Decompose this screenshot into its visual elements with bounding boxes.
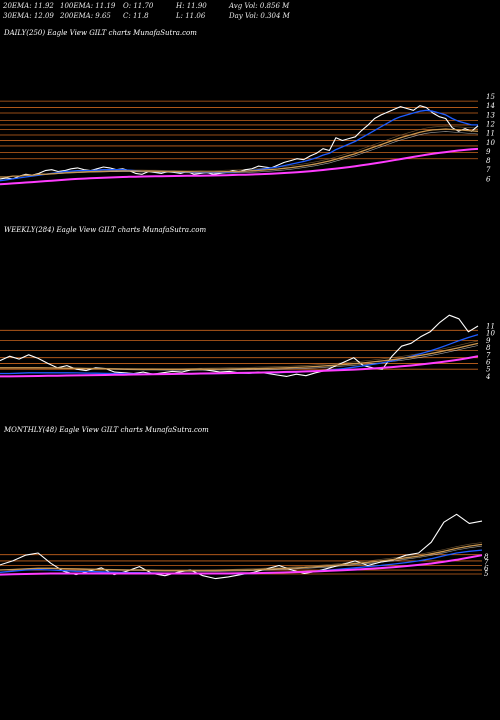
daily-y-tick: 6 [486,175,491,183]
stat-day-vol: Day Vol: 0.304 M [229,12,290,20]
daily-y-tick: 14 [486,102,495,110]
weekly-y-tick: 6 [486,359,491,367]
weekly-y-tick: 8 [486,344,491,352]
daily-y-tick: 13 [486,111,495,119]
monthly-series-line [0,543,483,572]
monthly-panel-title: MONTHLY(48) Eagle View GILT charts Munaf… [4,426,209,434]
daily-y-tick: 7 [486,166,491,174]
daily-y-tick: 11 [486,130,495,138]
daily-series-line [0,105,479,180]
daily-y-tick: 9 [486,148,491,156]
monthly-y-tick: 5 [484,570,489,578]
stats-row-1: 20EMA: 11.92 100EMA: 11.19 O: 11.70 H: 1… [3,2,497,12]
daily-ma-line [0,125,479,178]
weekly-y-tick: 7 [486,351,491,359]
daily-ma-line [0,131,479,178]
monthly-ma-line [0,545,483,572]
daily-panel-title: DAILY(250) Eagle View GILT charts Munafa… [4,29,197,37]
weekly-y-tick: 4 [485,373,490,381]
stat-low: L: 11.06 [176,12,206,20]
monthly-series-line [0,554,483,576]
weekly-y-tick: 10 [486,330,495,338]
stat-200ema: 200EMA: 9.65 [60,12,111,20]
daily-y-tick: 15 [486,93,495,101]
weekly-series-line [0,342,479,371]
weekly-y-tick: 11 [486,323,495,331]
weekly-series-line [0,355,479,378]
daily-y-tick: 10 [486,139,495,147]
weekly-y-tick: 9 [486,337,491,345]
monthly-y-tick: 8 [484,553,489,561]
weekly-y-tick: 5 [486,366,491,374]
stat-20ema: 20EMA: 11.92 [3,2,54,10]
stats-row-2: 30EMA: 12.09 200EMA: 9.65 C: 11.8 L: 11.… [3,12,497,22]
daily-y-tick: 12 [486,121,495,129]
monthly-y-tick: 7 [484,559,489,567]
weekly-panel-title: WEEKLY(284) Eagle View GILT charts Munaf… [4,226,207,234]
daily-series-line [0,128,479,178]
monthly-y-tick: 6 [484,564,489,572]
stat-open: O: 11.70 [123,2,154,10]
stat-avg-vol: Avg Vol: 0.856 M [229,2,290,10]
stat-close: C: 11.8 [123,12,149,20]
stat-30ema: 30EMA: 12.09 [3,12,54,20]
daily-series-line [0,109,478,182]
stat-100ema: 100EMA: 11.19 [60,2,116,10]
stat-high: H: 11.90 [176,2,207,10]
daily-series-line [0,147,479,186]
daily-y-tick: 8 [486,157,491,165]
